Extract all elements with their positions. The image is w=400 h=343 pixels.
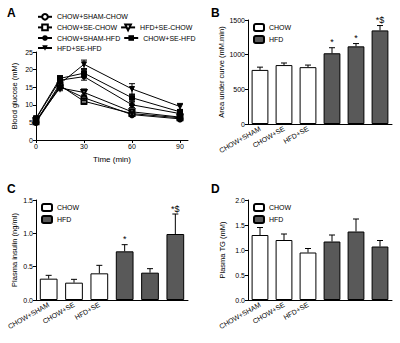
svg-text:25: 25: [25, 49, 33, 56]
svg-text:HFD+SE-CHOW: HFD+SE-CHOW: [140, 24, 193, 31]
svg-text:0: 0: [241, 121, 245, 128]
svg-text:Blood glucose (mM): Blood glucose (mM): [10, 62, 19, 129]
svg-text:*: *: [330, 37, 334, 47]
svg-text:Time (min): Time (min): [93, 155, 131, 164]
svg-text:CHOW+SHAM: CHOW+SHAM: [218, 125, 262, 155]
svg-text:20: 20: [25, 66, 33, 73]
svg-text:0: 0: [29, 137, 33, 144]
svg-text:HFD+SE: HFD+SE: [282, 125, 310, 145]
svg-text:Area under curve (mM.min): Area under curve (mM.min): [217, 26, 226, 118]
svg-text:CHOW: CHOW: [269, 24, 292, 31]
svg-text:CHOW+SHAM: CHOW+SHAM: [7, 301, 51, 330]
svg-text:1.5: 1.5: [23, 197, 33, 204]
svg-text:CHOW+SHAM: CHOW+SHAM: [218, 301, 262, 331]
svg-text:A: A: [7, 6, 16, 20]
svg-text:Plasma TG (mM): Plasma TG (mM): [218, 221, 227, 278]
svg-text:CHOW: CHOW: [269, 204, 292, 211]
svg-text:500: 500: [233, 86, 245, 93]
svg-text:HFD: HFD: [269, 216, 283, 223]
svg-text:D: D: [211, 182, 220, 196]
svg-text:CHOW+SHAM-HFD: CHOW+SHAM-HFD: [57, 35, 120, 42]
svg-text:C: C: [7, 182, 16, 196]
svg-text:15: 15: [25, 84, 33, 91]
svg-text:CHOW+SE: CHOW+SE: [251, 125, 286, 149]
svg-text:0.5: 0.5: [235, 272, 245, 279]
svg-text:0.0: 0.0: [23, 297, 33, 304]
svg-text:CHOW+SHAM-CHOW: CHOW+SHAM-CHOW: [57, 13, 128, 20]
svg-text:Plasma insulin (ng/ml): Plasma insulin (ng/ml): [10, 213, 19, 287]
svg-text:0.0: 0.0: [235, 297, 245, 304]
svg-text:HFD: HFD: [57, 216, 71, 223]
svg-text:CHOW+SE-HFD: CHOW+SE-HFD: [143, 35, 195, 42]
svg-text:*: *: [354, 33, 358, 43]
svg-text:30: 30: [80, 143, 88, 150]
svg-text:1.5: 1.5: [235, 222, 245, 229]
svg-text:0.5: 0.5: [23, 263, 33, 270]
svg-text:0: 0: [34, 143, 38, 150]
svg-text:CHOW+SE-CHOW: CHOW+SE-CHOW: [57, 24, 117, 31]
svg-text:*$: *$: [376, 15, 385, 25]
svg-text:B: B: [211, 6, 220, 20]
svg-text:1.0: 1.0: [235, 247, 245, 254]
svg-text:HFD+SE-HFD: HFD+SE-HFD: [57, 45, 102, 52]
svg-text:1000: 1000: [229, 51, 245, 58]
svg-text:*$: *$: [171, 204, 180, 214]
svg-text:2.0: 2.0: [235, 197, 245, 204]
svg-text:10: 10: [25, 101, 33, 108]
svg-text:HFD+SE: HFD+SE: [74, 301, 102, 321]
svg-text:*: *: [123, 234, 127, 244]
svg-text:90: 90: [176, 143, 184, 150]
svg-text:HFD+SE: HFD+SE: [282, 301, 310, 321]
svg-text:60: 60: [128, 143, 136, 150]
svg-text:CHOW+SE: CHOW+SE: [251, 301, 286, 325]
svg-text:CHOW: CHOW: [57, 204, 80, 211]
svg-text:HFD: HFD: [269, 36, 283, 43]
svg-text:1.0: 1.0: [23, 230, 33, 237]
svg-text:5: 5: [29, 119, 33, 126]
svg-text:CHOW+SE: CHOW+SE: [41, 301, 76, 325]
svg-text:1500: 1500: [229, 17, 245, 24]
